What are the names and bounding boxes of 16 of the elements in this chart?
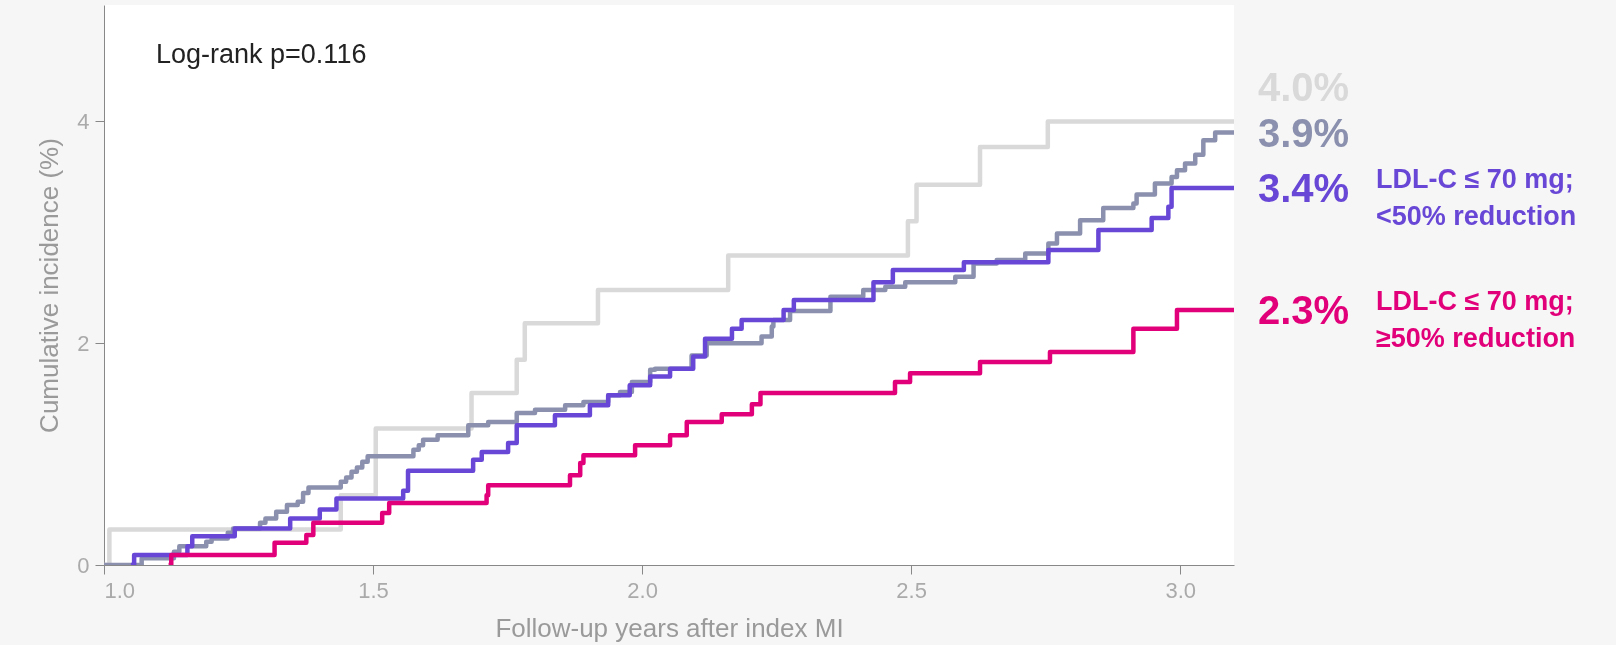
y-tick-label: 4 (77, 108, 90, 134)
x-tick-label: 1.5 (358, 577, 389, 603)
x-axis-title: Follow-up years after index MI (495, 612, 844, 643)
y-tick-label: 2 (77, 330, 90, 356)
y-axis-title: Cumulative incidence (%) (34, 138, 65, 433)
data-label: 2.3% (1258, 287, 1350, 332)
y-tick-label: 0 (77, 552, 90, 578)
annotation: Log-rank p=0.116 (156, 39, 367, 69)
x-tick-label: 1.0 (104, 577, 136, 603)
text: LDL-C ≤ 70 mg; <50% reduction (1376, 163, 1577, 231)
x-tick-label: 3.0 (1165, 577, 1196, 603)
data-label: 3.4% (1258, 165, 1350, 210)
text: LDL-C ≤ 70 mg; ≥50% reduction (1376, 285, 1576, 353)
data-label: 3.9% (1258, 110, 1350, 155)
x-tick-label: 2.5 (896, 577, 927, 603)
x-tick-label: 2.0 (627, 577, 658, 603)
